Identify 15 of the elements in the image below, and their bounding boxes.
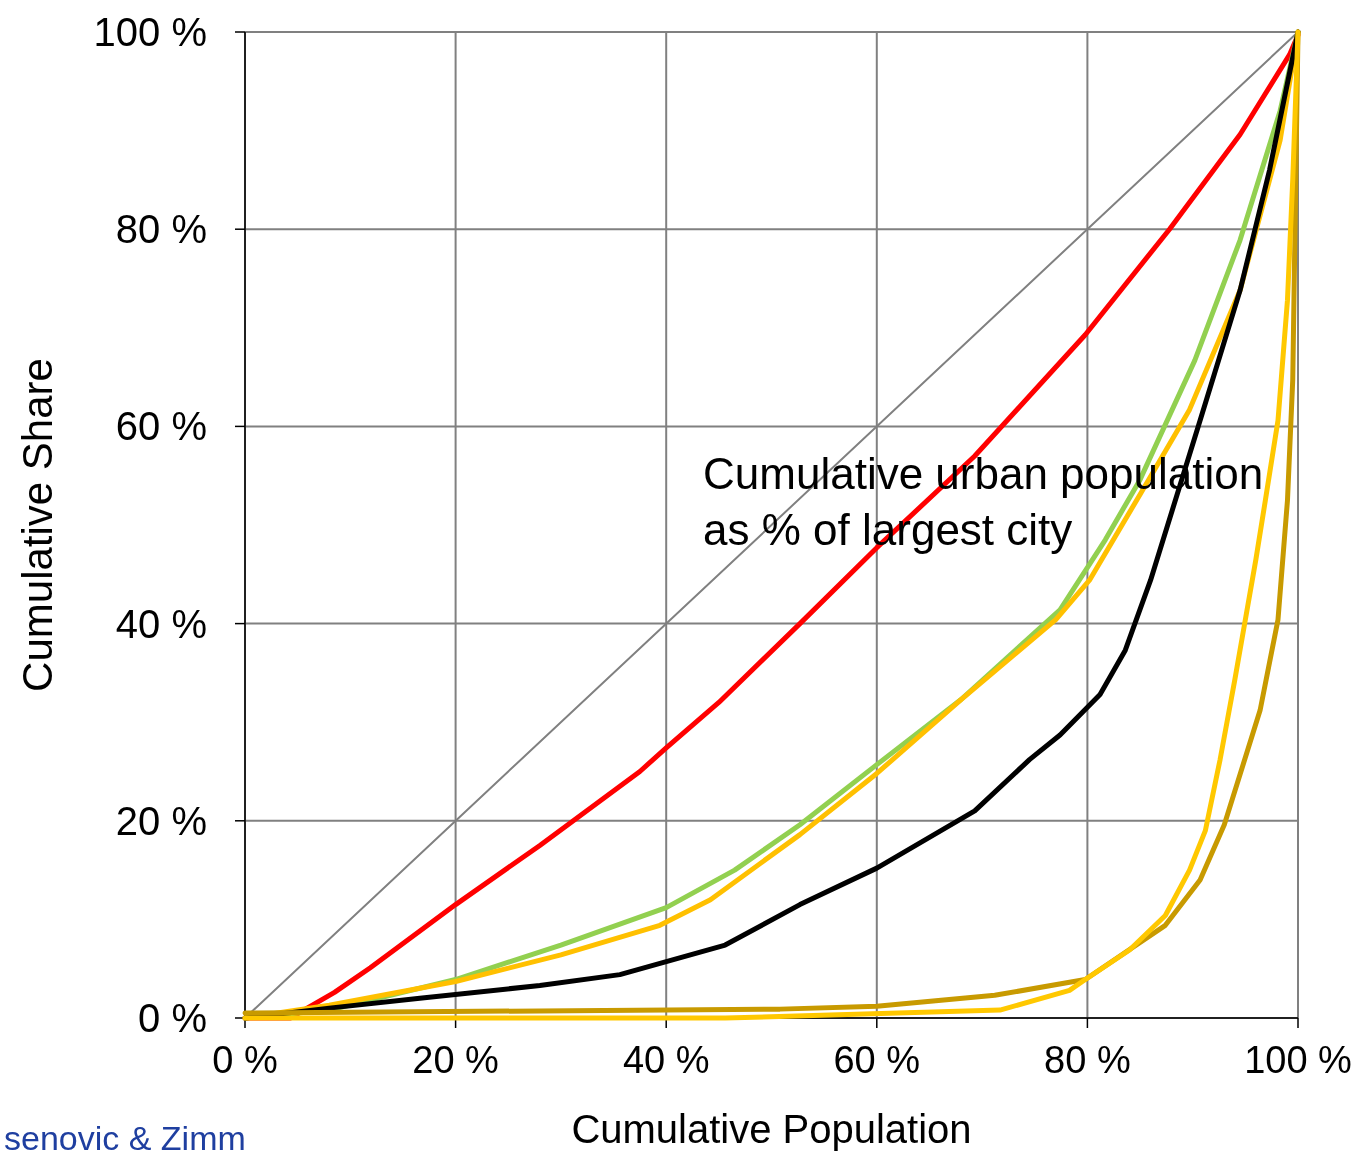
x-tick-label: 20 %	[412, 1039, 499, 1081]
y-tick-label: 0 %	[138, 996, 207, 1040]
text: senovic & Zimm	[4, 1119, 246, 1157]
x-tick-label: 100 %	[1244, 1039, 1352, 1081]
y-tick-label: 20 %	[115, 798, 207, 843]
y-tick-label: 80 %	[115, 207, 207, 252]
y-tick-label: 100 %	[93, 10, 207, 54]
y-tick-label: 60 %	[115, 404, 207, 449]
x-tick-label: 80 %	[1044, 1039, 1131, 1081]
x-axis-title: Cumulative Population	[571, 1107, 972, 1151]
x-tick-label: 0 %	[212, 1039, 278, 1081]
x-tick-label: 40 %	[622, 1039, 710, 1081]
y-axis-title: Cumulative Share	[14, 358, 61, 692]
x-tick-label: 60 %	[833, 1039, 921, 1081]
y-tick-label: 40 %	[115, 601, 207, 646]
